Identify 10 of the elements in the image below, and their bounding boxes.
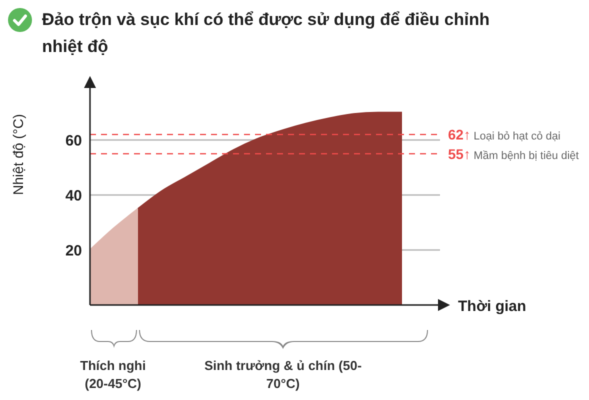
y-axis-title: Nhiệt độ (°C): [10, 114, 26, 195]
chart-title: Đảo trộn và sục khí có thể được sử dụng để điều chỉnh nhiệt độ: [42, 9, 491, 58]
x-axis-title: Thời gian: [458, 298, 526, 315]
y-tick-label: 20: [65, 242, 82, 260]
ref-line-label: 55↑ Mầm bệnh bị tiêu diệt: [448, 146, 579, 162]
text: Sinh trưởng & ủ chín (50-70°C): [203, 357, 363, 393]
y-tick-label: 60: [65, 132, 82, 150]
ref-line-label: 62↑ Loại bỏ hạt cỏ dại: [448, 126, 560, 142]
y-tick-label: 40: [65, 187, 82, 204]
text: Thích nghi (20-45°C): [79, 357, 147, 393]
